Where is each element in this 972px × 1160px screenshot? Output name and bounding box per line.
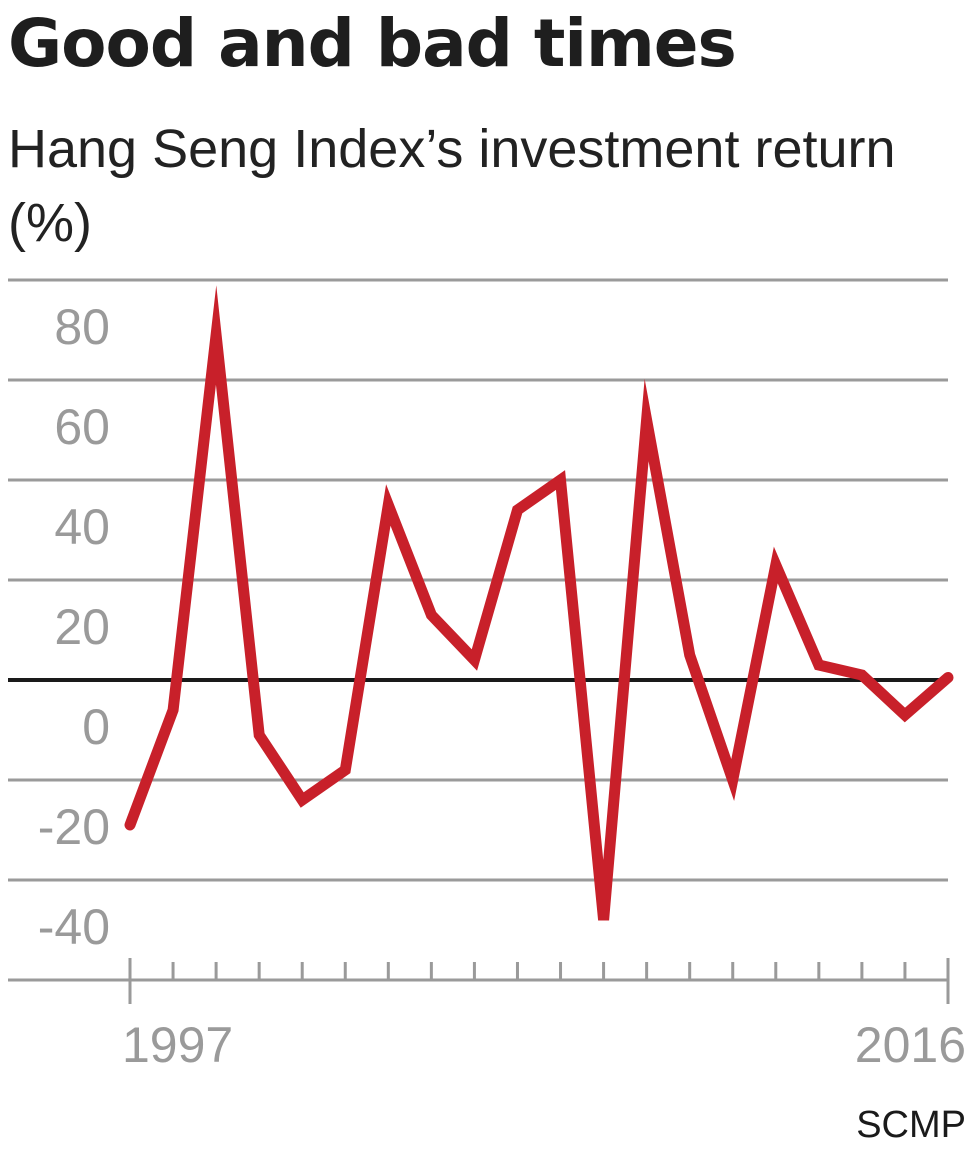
y-tick-label: 40: [54, 499, 110, 555]
series-layer: [124, 285, 954, 921]
chart-title: Good and bad times: [8, 5, 737, 82]
y-tick-label: 0: [82, 699, 110, 755]
x-tick-label: 1997: [122, 1017, 233, 1073]
y-tick-label: 60: [54, 399, 110, 455]
x-axis: 1997 2016: [122, 958, 966, 1073]
y-tick-label: 20: [54, 599, 110, 655]
chart-subtitle: Hang Seng Index’s investment return (%): [8, 119, 896, 253]
gridlines: [8, 278, 948, 982]
y-tick-label: 80: [54, 299, 110, 355]
series-line: [124, 285, 954, 921]
y-tick-labels: 80 60 40 20 0 -20 -40: [38, 299, 110, 955]
y-tick-label: -40: [38, 899, 110, 955]
source-credit: SCMP: [856, 1104, 966, 1146]
x-tick-label: 2016: [855, 1017, 966, 1073]
y-tick-label: -20: [38, 799, 110, 855]
line-chart: 80 60 40 20 0 -20 -40 1997 2016: [8, 278, 966, 1073]
